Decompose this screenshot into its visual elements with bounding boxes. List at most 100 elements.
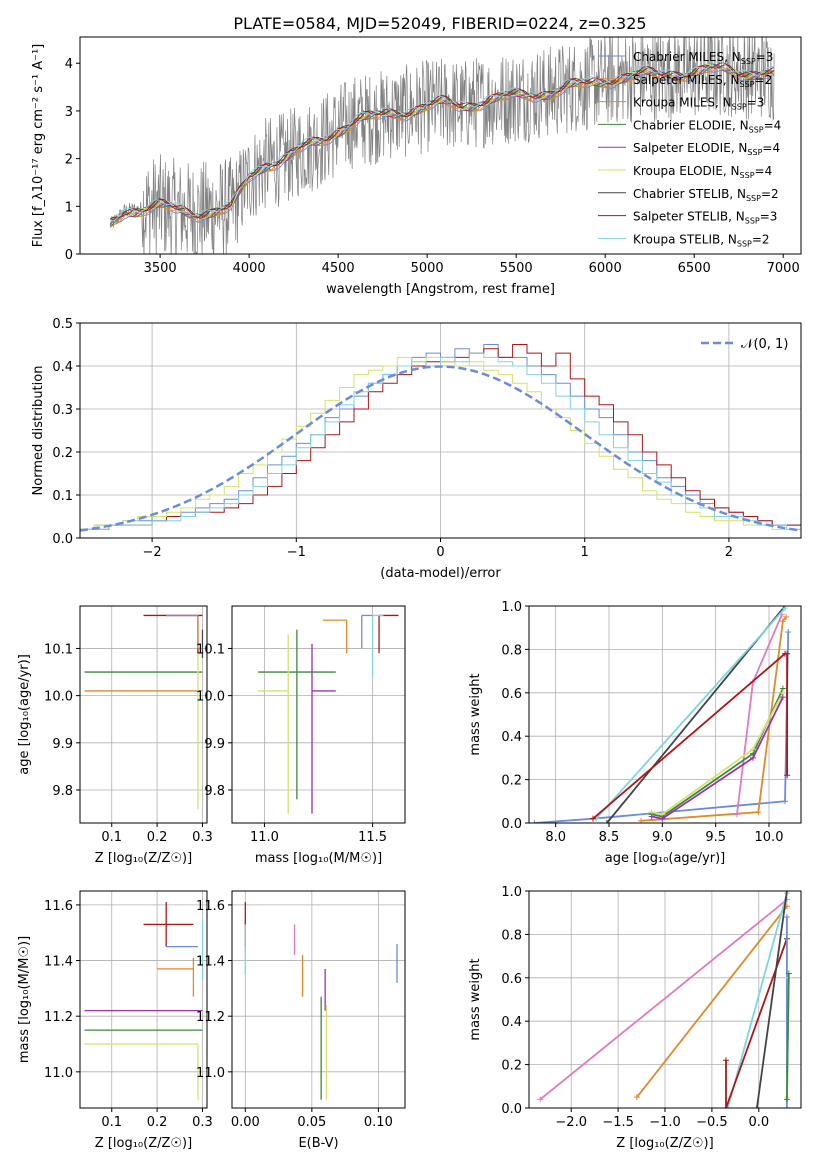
plot-area-spectrum (109, 37, 775, 254)
x-tick-label: −2.0 (555, 1115, 587, 1130)
legend-label: Kroupa MILES, N (633, 96, 732, 110)
x-tick-label: 3500 (144, 261, 177, 276)
weight-point-salpeter_stelib (784, 772, 791, 779)
x-tick-label: 0.2 (147, 830, 168, 845)
x-axis-label: mass [log₁₀(M/M☉)] (255, 851, 382, 866)
y-axis-label: Normed distribution (31, 366, 46, 496)
y-tick-label: 0.5 (52, 317, 73, 332)
y-axis-label: mass [log₁₀(M/M☉)] (17, 936, 32, 1063)
x-tick-label: 4000 (233, 261, 266, 276)
plot-area-mass_age (257, 614, 399, 814)
axes-frame (79, 36, 802, 255)
y-axis-label: mass weight (468, 958, 483, 1040)
x-tick-label: 0 (436, 545, 444, 560)
x-tick-label: −0.5 (696, 1115, 728, 1130)
x-axis-label: age [log₁₀(age/yr)] (605, 851, 726, 866)
y-tick-label: 1 (65, 200, 73, 215)
x-axis-label: Z [log₁₀(Z/Z☉)] (95, 851, 192, 866)
x-tick-label: 9.5 (705, 830, 726, 845)
x-tick-label: 0.1 (101, 1115, 122, 1130)
x-tick-label: 6500 (678, 261, 711, 276)
chart-mass_age: 11.0 11.5 9.8 9.9 10.0 10.1 mass [log₁₀(M/M☉)] (196, 605, 406, 866)
axes-frame (79, 890, 208, 1109)
weight-point-chabrier_miles (785, 629, 792, 636)
legend-sub: SSP (740, 80, 755, 89)
legend-entry: Salpeter ELODIE, NSSP=4 (633, 141, 780, 157)
y-tick-label: 9.8 (52, 784, 73, 799)
x-tick-label: 5000 (411, 261, 444, 276)
weight-point-salpeter_stelib (784, 650, 791, 657)
axes-frame (79, 605, 208, 824)
y-tick-label: 1.0 (501, 885, 522, 900)
legend-entry: Kroupa ELODIE, NSSP=4 (633, 164, 772, 180)
y-tick-label: 10.1 (196, 642, 225, 657)
chart-z_age: 0.1 0.2 0.3 9.8 9.9 10.0 10.1 Z [log₁₀(Z/Z☉)] ag… (17, 605, 213, 866)
weight-point-salpeter_elodie (779, 694, 786, 701)
weight-point-chabrier_stelib (603, 820, 610, 823)
weight-point-chabrier_stelib (753, 1105, 760, 1108)
chart-z_mass: 0.1 0.2 0.3 11.0 11.2 11.4 11.6 Z [log₁₀(Z/Z☉)]… (17, 890, 213, 1151)
y-axis-label: mass weight (468, 673, 483, 755)
y-axis-label: age [log₁₀(age/yr)] (17, 654, 32, 775)
y-tick-label: 9.9 (52, 737, 73, 752)
model-line-kroupa_stelib (110, 60, 775, 222)
legend-entry: Chabrier STELIB, NSSP=2 (633, 187, 779, 203)
weight-point-chabrier_stelib (783, 891, 790, 894)
y-tick-label: 0.8 (501, 643, 522, 658)
legend-entry: Chabrier ELODIE, NSSP=4 (633, 118, 781, 134)
legend-sub: SSP (740, 171, 755, 180)
legend-label: 𝒩(0, 1) (741, 337, 788, 352)
y-tick-label: 10.1 (44, 642, 73, 657)
x-axis-label: Z [log₁₀(Z/Z☉)] (95, 1136, 192, 1151)
weight-point-kroupa_miles (783, 613, 790, 620)
weight-line-kroupa_miles (636, 905, 788, 1098)
y-tick-label: 1.0 (501, 600, 522, 615)
y-tick-label: 11.6 (196, 899, 225, 914)
x-tick-label: 5500 (500, 261, 533, 276)
weight-line-kroupa_stelib (726, 892, 788, 1108)
y-tick-label: 11.0 (196, 1066, 225, 1081)
weight-point-kroupa_stelib (724, 1105, 731, 1108)
x-tick-label: 2 (725, 545, 733, 560)
y-tick-label: 0.2 (52, 446, 73, 461)
legend-sub: SSP (741, 57, 756, 66)
y-tick-label: 0.2 (501, 1059, 522, 1074)
y-tick-label: 0.4 (52, 360, 73, 375)
weight-point-salpeter_elodie (659, 815, 666, 822)
figure-title: PLATE=0584, MJD=52049, FIBERID=0224, z=0… (233, 14, 646, 33)
y-tick-label: 0.0 (501, 817, 522, 832)
plot-area-age_weight (531, 606, 792, 823)
x-axis-label: (data-model)/error (380, 566, 501, 581)
model-line-salpeter_stelib (110, 62, 775, 220)
plot-area-z_mass (84, 902, 204, 1100)
chart-age_weight: 8.0 8.5 9.0 9.5 10.0 0.0 0.2 0.4 0.6 0.8 1.0 age [l… (468, 600, 802, 866)
legend-label: Kroupa STELIB, N (633, 232, 737, 246)
legend-sub: SSP (749, 125, 764, 134)
legend-label: Kroupa ELODIE, N (633, 164, 740, 178)
legend-value: =3 (760, 210, 778, 224)
weight-line-pink (539, 899, 788, 1100)
weight-point-chabrier_miles (783, 1105, 790, 1108)
x-tick-label: 0.3 (192, 1115, 213, 1130)
x-tick-label: −1 (287, 545, 306, 560)
legend-entry: Kroupa STELIB, NSSP=2 (633, 232, 770, 248)
x-tick-label: −1.0 (649, 1115, 681, 1130)
y-tick-label: 11.2 (196, 1010, 225, 1025)
weight-point-chabrier_elodie (785, 970, 792, 977)
legend-label: Chabrier ELODIE, N (633, 118, 749, 132)
x-axis-label: E(B-V) (298, 1136, 338, 1151)
y-tick-label: 11.2 (44, 1010, 73, 1025)
x-tick-label: 11.0 (250, 830, 279, 845)
y-tick-label: 9.9 (204, 737, 225, 752)
weight-line-chabrier_elodie (786, 973, 790, 1100)
axes-frame (528, 605, 802, 824)
legend-sub: SSP (745, 217, 760, 226)
legend-value: =3 (756, 50, 774, 64)
y-tick-label: 0.4 (501, 1015, 522, 1030)
x-tick-label: 0.00 (231, 1115, 260, 1130)
model-line-kroupa_elodie (109, 63, 775, 222)
x-tick-label: 9.0 (652, 830, 673, 845)
axes-frame (231, 890, 406, 1109)
weight-point-pink (734, 811, 740, 818)
weight-point-kroupa_miles (779, 618, 786, 625)
